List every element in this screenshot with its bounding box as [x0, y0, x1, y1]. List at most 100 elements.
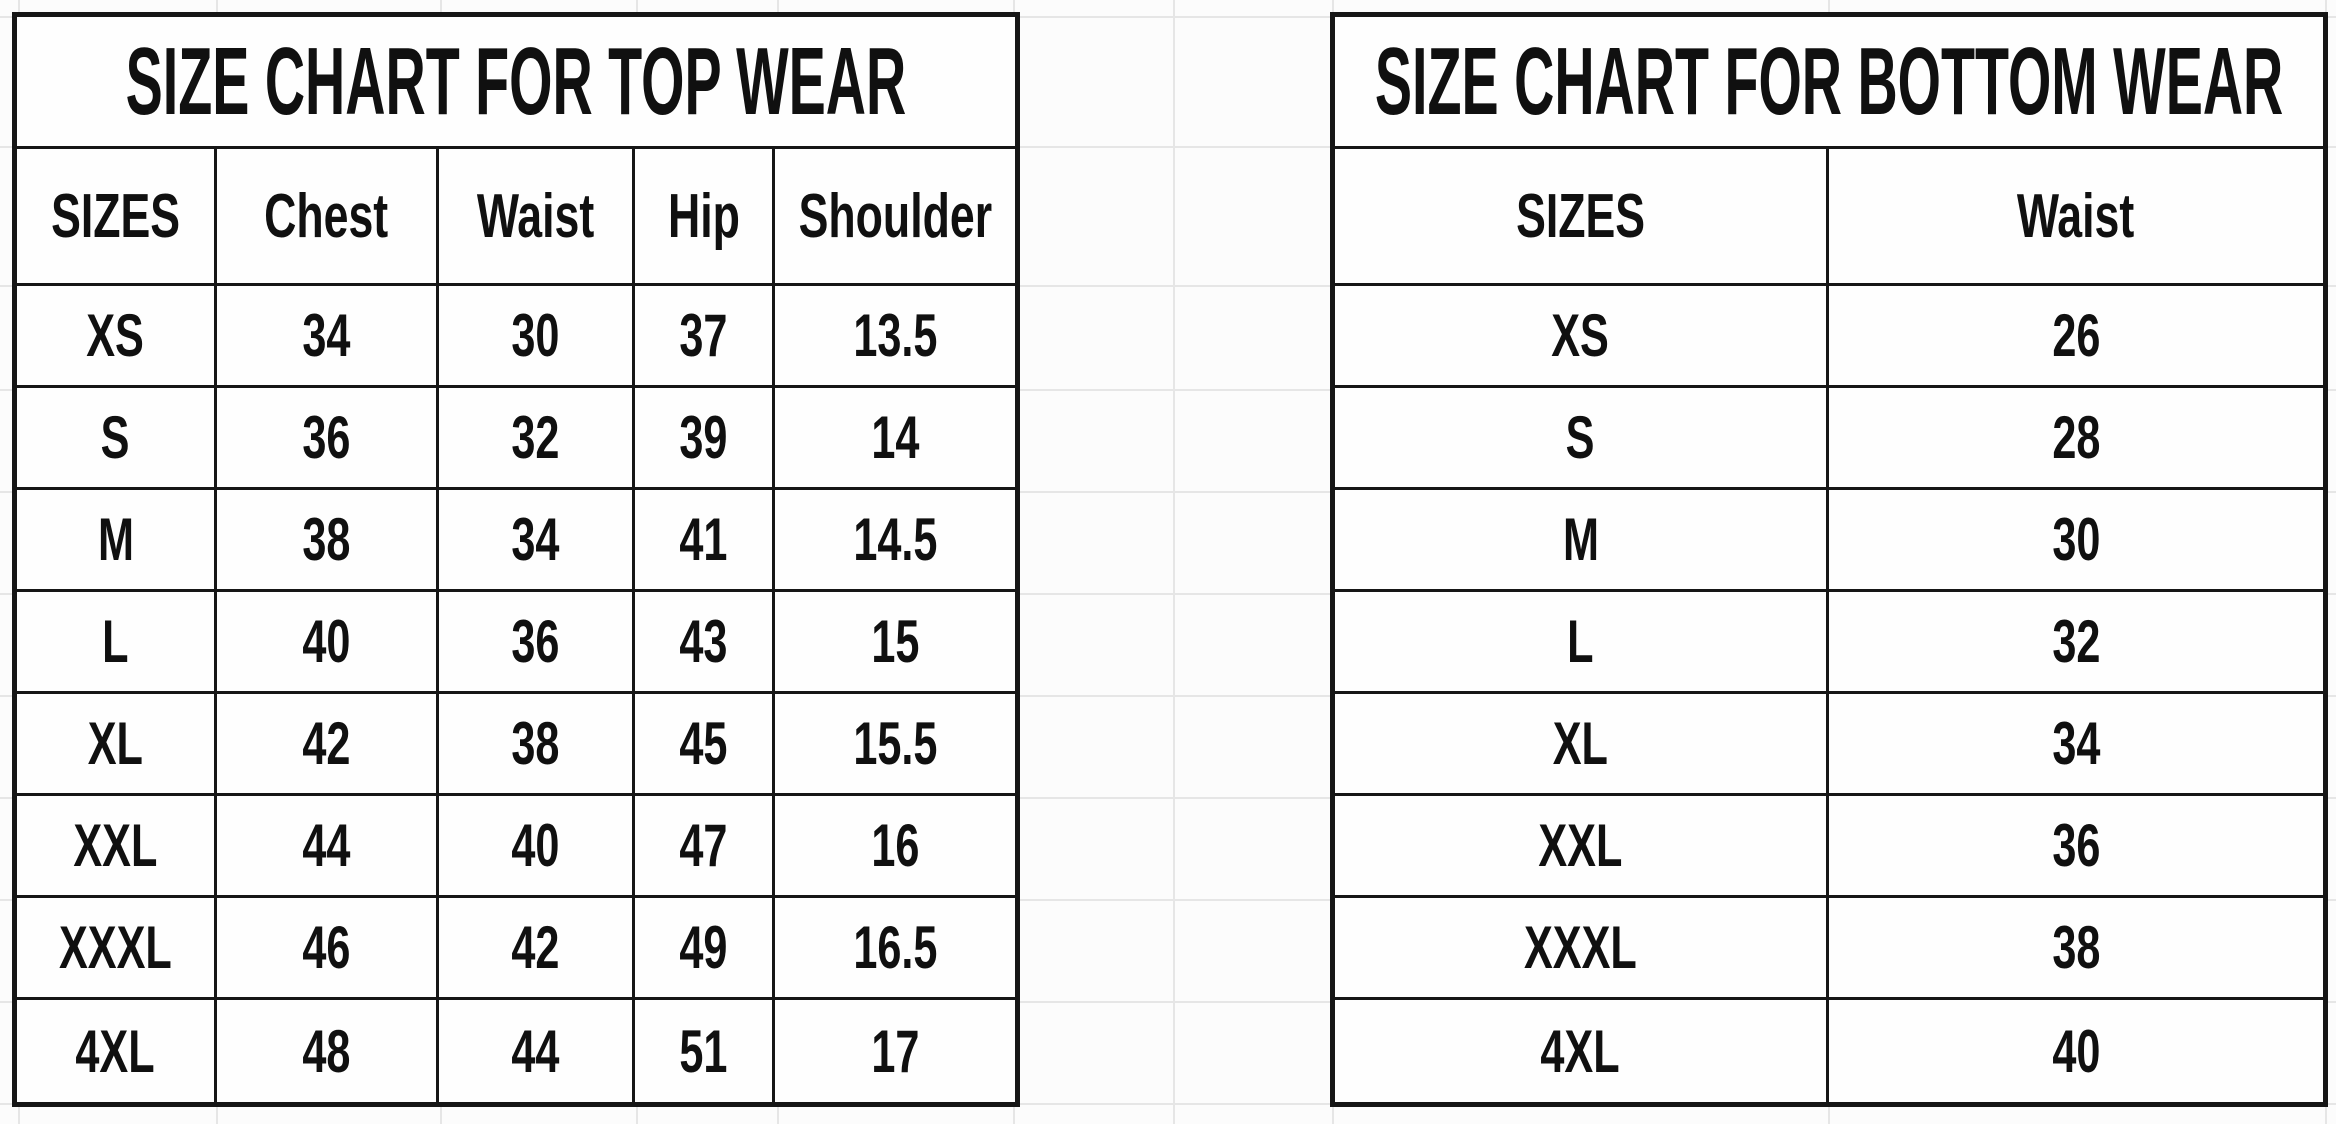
size-label-cell: 4XL	[17, 1000, 217, 1102]
cell-value: 42	[302, 710, 351, 777]
cell-value: XXXL	[59, 914, 172, 981]
grid-hline	[0, 1001, 2336, 1003]
column-header-label: SIZES	[1515, 181, 1645, 251]
table-cell: 40	[439, 796, 635, 898]
cell-value: 37	[679, 302, 728, 369]
size-label-cell: XL	[1335, 694, 1829, 796]
cell-value: 32	[2051, 608, 2101, 675]
table-cell: 51	[635, 1000, 775, 1102]
table-cell: 46	[217, 898, 439, 1000]
grid-hline	[0, 899, 2336, 901]
table-cell: 15	[775, 592, 1015, 694]
cell-value: 51	[679, 1017, 728, 1085]
size-label-cell: S	[17, 388, 217, 490]
cell-value: 40	[511, 812, 560, 879]
cell-value: 34	[511, 506, 560, 573]
cell-value: XL	[1552, 710, 1609, 777]
cell-value: 36	[2051, 812, 2101, 879]
cell-value: 17	[870, 1017, 920, 1085]
bottom-wear-size-chart: SIZE CHART FOR BOTTOM WEAR SIZES Waist X…	[1330, 12, 2328, 1107]
table-cell: 28	[1829, 388, 2323, 490]
cell-value: XL	[87, 710, 144, 777]
cell-value: L	[102, 608, 129, 675]
cell-value: 13.5	[852, 302, 938, 369]
top-wear-size-chart: SIZE CHART FOR TOP WEAR SIZES Chest Wais…	[12, 12, 1020, 1107]
table-cell: 42	[439, 898, 635, 1000]
cell-value: 14	[870, 404, 920, 471]
cell-value: 14.5	[852, 506, 938, 573]
table-cell: 48	[217, 1000, 439, 1102]
table-cell: 42	[217, 694, 439, 796]
cell-value: 38	[2051, 914, 2101, 981]
cell-value: 4XL	[1540, 1017, 1621, 1085]
table-cell: 49	[635, 898, 775, 1000]
size-label-cell: L	[17, 592, 217, 694]
cell-value: 43	[679, 608, 728, 675]
column-header-label: Waist	[476, 181, 595, 251]
grid-hline	[0, 389, 2336, 391]
size-label-cell: XXXL	[17, 898, 217, 1000]
cell-value: 46	[302, 914, 351, 981]
cell-value: 28	[2051, 404, 2101, 471]
cell-value: 44	[511, 1017, 560, 1085]
grid-vline	[1173, 0, 1175, 1124]
column-header-label: Chest	[264, 181, 389, 251]
cell-value: S	[101, 404, 130, 471]
table-cell: 30	[1829, 490, 2323, 592]
cell-value: 15.5	[852, 710, 938, 777]
cell-value: S	[1566, 404, 1595, 471]
table-cell: 14	[775, 388, 1015, 490]
cell-value: 16.5	[852, 914, 938, 981]
cell-value: 38	[302, 506, 351, 573]
table-cell: 34	[1829, 694, 2323, 796]
cell-value: XS	[86, 302, 145, 369]
column-header-sizes: SIZES	[17, 149, 217, 286]
size-label-cell: XXL	[17, 796, 217, 898]
column-header-shoulder: Shoulder	[775, 149, 1015, 286]
grid-hline	[0, 797, 2336, 799]
table-title: SIZE CHART FOR TOP WEAR	[17, 17, 1015, 149]
table-cell: 36	[1829, 796, 2323, 898]
table-cell: 40	[1829, 1000, 2323, 1102]
grid-hline	[0, 1103, 2336, 1105]
table-cell: 16.5	[775, 898, 1015, 1000]
table-cell: 37	[635, 286, 775, 388]
column-header-label: SIZES	[50, 181, 180, 251]
table-cell: 38	[217, 490, 439, 592]
cell-value: L	[1567, 608, 1594, 675]
table-cell: 30	[439, 286, 635, 388]
cell-value: 48	[302, 1017, 351, 1085]
size-label-cell: 4XL	[1335, 1000, 1829, 1102]
size-label-cell: XL	[17, 694, 217, 796]
column-header-label: Hip	[667, 181, 740, 251]
cell-value: 38	[511, 710, 560, 777]
grid-hline	[0, 146, 2336, 148]
cell-value: 15	[870, 608, 920, 675]
table-cell: 26	[1829, 286, 2323, 388]
cell-value: M	[97, 506, 134, 573]
cell-value: 16	[870, 812, 920, 879]
table-cell: 17	[775, 1000, 1015, 1102]
cell-value: 34	[2051, 710, 2101, 777]
table-cell: 38	[1829, 898, 2323, 1000]
size-label-cell: S	[1335, 388, 1829, 490]
table-title: SIZE CHART FOR BOTTOM WEAR	[1335, 17, 2323, 149]
table-cell: 34	[439, 490, 635, 592]
cell-value: 34	[302, 302, 351, 369]
cell-value: XXL	[73, 812, 158, 879]
column-header-waist: Waist	[1829, 149, 2323, 286]
table-cell: 43	[635, 592, 775, 694]
table-title-text: SIZE CHART FOR BOTTOM WEAR	[1374, 27, 2284, 135]
cell-value: 49	[679, 914, 728, 981]
cell-value: 32	[511, 404, 560, 471]
table-cell: 44	[217, 796, 439, 898]
table-cell: 32	[439, 388, 635, 490]
table-cell: 38	[439, 694, 635, 796]
table-cell: 15.5	[775, 694, 1015, 796]
table-cell: 47	[635, 796, 775, 898]
cell-value: 41	[679, 506, 728, 573]
table-cell: 45	[635, 694, 775, 796]
cell-value: 40	[2051, 1017, 2101, 1085]
cell-value: XXL	[1538, 812, 1623, 879]
